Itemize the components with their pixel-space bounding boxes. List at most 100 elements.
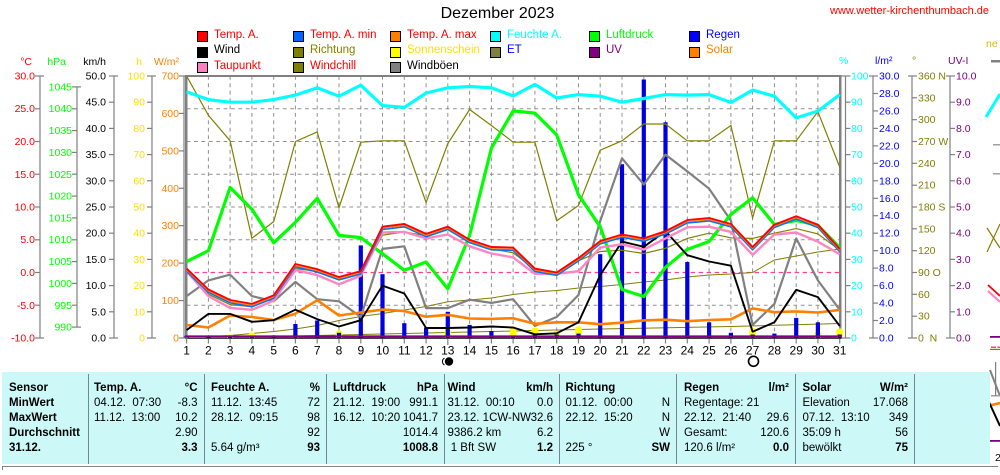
svg-text:20.0: 20.0	[15, 136, 36, 148]
svg-text:1025: 1025	[49, 169, 73, 181]
svg-text:hPa: hPa	[47, 56, 66, 68]
svg-text:90: 90	[133, 97, 145, 109]
svg-text:100: 100	[161, 295, 179, 307]
svg-text:-10.0: -10.0	[11, 333, 35, 345]
svg-text:15: 15	[485, 344, 499, 358]
svg-text:1035: 1035	[49, 125, 73, 137]
svg-text:h: h	[136, 56, 142, 68]
svg-text:km/h: km/h	[83, 56, 106, 68]
svg-text:45.0: 45.0	[86, 97, 107, 109]
svg-text:8.0: 8.0	[879, 263, 894, 275]
svg-text:0.0: 0.0	[956, 333, 971, 345]
svg-text:50: 50	[133, 202, 145, 214]
svg-text:4.0: 4.0	[956, 228, 971, 240]
svg-text:0.0: 0.0	[20, 267, 35, 279]
svg-text:10.0: 10.0	[86, 280, 107, 292]
svg-text:13: 13	[441, 344, 455, 358]
svg-text:50.0: 50.0	[86, 71, 107, 83]
svg-text:22.0: 22.0	[879, 140, 900, 152]
svg-text:8.0: 8.0	[956, 123, 971, 135]
svg-text:12: 12	[419, 344, 433, 358]
svg-text:5.0: 5.0	[91, 306, 106, 318]
svg-text:60: 60	[851, 175, 863, 187]
svg-text:20: 20	[594, 344, 608, 358]
svg-text:0: 0	[851, 333, 857, 345]
svg-text:300: 300	[161, 220, 179, 232]
svg-text:60: 60	[918, 289, 930, 301]
svg-text:100: 100	[851, 71, 869, 83]
svg-text:l/m²: l/m²	[875, 55, 893, 67]
svg-text:31: 31	[833, 344, 847, 358]
svg-text:1010: 1010	[49, 234, 73, 246]
svg-text:°C: °C	[20, 56, 32, 68]
svg-text:40: 40	[851, 228, 863, 240]
svg-text:2.0: 2.0	[879, 315, 894, 327]
svg-text:80: 80	[133, 123, 145, 135]
svg-text:6: 6	[292, 344, 299, 358]
svg-text:1040: 1040	[49, 103, 73, 115]
svg-text:500: 500	[161, 145, 179, 157]
svg-text:7.0: 7.0	[956, 149, 971, 161]
svg-text:ne: ne	[986, 38, 998, 50]
svg-text:17: 17	[528, 344, 542, 358]
svg-text:2: 2	[995, 452, 1000, 464]
svg-text:0: 0	[173, 333, 179, 345]
svg-text:25.0: 25.0	[86, 202, 107, 214]
svg-text:25: 25	[702, 344, 716, 358]
svg-text:1045: 1045	[49, 81, 73, 93]
svg-text:10: 10	[376, 344, 390, 358]
svg-text:0: 0	[139, 333, 145, 345]
svg-text:30: 30	[133, 254, 145, 266]
svg-text:1000: 1000	[49, 278, 73, 290]
svg-text:30: 30	[811, 344, 825, 358]
svg-text:23: 23	[659, 344, 673, 358]
svg-text:28: 28	[768, 344, 782, 358]
svg-text:180 S: 180 S	[918, 202, 945, 214]
svg-text:20: 20	[133, 280, 145, 292]
svg-text:1: 1	[183, 344, 190, 358]
svg-text:995: 995	[54, 300, 72, 312]
svg-text:9.0: 9.0	[956, 97, 971, 109]
svg-text:40: 40	[133, 228, 145, 240]
svg-text:6.0: 6.0	[879, 280, 894, 292]
svg-text:270 W: 270 W	[918, 136, 948, 148]
svg-text:26: 26	[724, 344, 738, 358]
svg-text:9: 9	[357, 344, 364, 358]
svg-text:100: 100	[127, 71, 145, 83]
svg-text:90 O: 90 O	[918, 267, 941, 279]
svg-text:200: 200	[161, 258, 179, 270]
svg-text:26.0: 26.0	[879, 105, 900, 117]
svg-text:3.0: 3.0	[956, 254, 971, 266]
svg-text:1020: 1020	[49, 191, 73, 203]
svg-text:28.0: 28.0	[879, 88, 900, 100]
svg-text:11: 11	[398, 344, 411, 358]
svg-text:10.0: 10.0	[956, 71, 977, 83]
svg-text:0 N: 0 N	[918, 333, 937, 345]
svg-text:-5.0: -5.0	[17, 300, 35, 312]
svg-text:25.0: 25.0	[15, 103, 36, 115]
svg-text:%: %	[839, 55, 848, 67]
svg-text:1030: 1030	[49, 147, 73, 159]
svg-text:1.0: 1.0	[956, 306, 971, 318]
svg-text:300: 300	[918, 114, 936, 126]
svg-text:18: 18	[550, 344, 564, 358]
svg-text:50: 50	[851, 202, 863, 214]
svg-text:30.0: 30.0	[86, 175, 107, 187]
svg-text:12.0: 12.0	[879, 228, 900, 240]
svg-text:210: 210	[918, 180, 936, 192]
svg-text:21: 21	[615, 344, 629, 358]
svg-text:60: 60	[133, 175, 145, 187]
svg-text:27: 27	[746, 344, 760, 358]
svg-text:30.0: 30.0	[879, 71, 900, 83]
svg-text:990: 990	[54, 322, 72, 334]
svg-text:2: 2	[205, 344, 212, 358]
svg-text:10.0: 10.0	[15, 202, 36, 214]
svg-text:0.0: 0.0	[879, 333, 894, 345]
svg-text:W/m²: W/m²	[154, 56, 180, 68]
svg-text:600: 600	[161, 108, 179, 120]
svg-text:15.0: 15.0	[86, 254, 107, 266]
svg-text:1005: 1005	[49, 256, 73, 268]
svg-text:30.0: 30.0	[15, 71, 36, 83]
svg-text:360 N: 360 N	[918, 71, 946, 83]
svg-text:°: °	[912, 55, 916, 67]
